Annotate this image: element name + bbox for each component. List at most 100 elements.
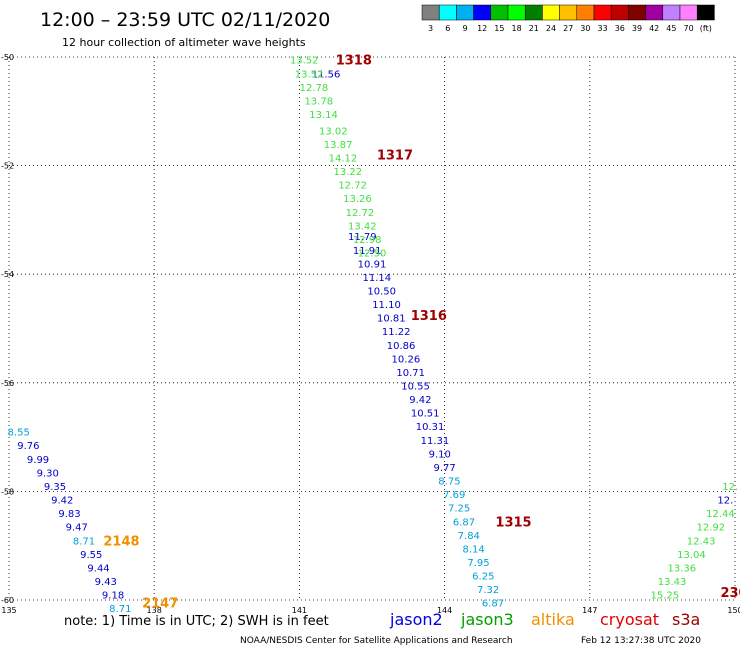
data-point-label: 9.10 — [429, 449, 451, 460]
data-point-label: 12. — [722, 482, 738, 493]
legend-swatch — [438, 4, 457, 21]
legend-swatch — [473, 4, 492, 21]
data-point-label: 7.69 — [443, 490, 465, 501]
pass-number-label: 230 — [720, 586, 740, 601]
color-legend: 3 6 9 12 15 18 21 24 27 30 33 36 39 42 45 70 (ft) — [421, 4, 715, 33]
legend-label: 33 — [598, 24, 608, 33]
data-point-label: 8.71 — [73, 536, 95, 547]
data-point-label: 9.18 — [102, 591, 124, 602]
data-point-label: 10.91 — [358, 259, 387, 270]
legend-swatch — [490, 4, 509, 21]
data-point-label: 12.43 — [687, 536, 716, 547]
footer-source: NOAA/NESDIS Center for Satellite Applica… — [240, 636, 513, 646]
data-point-label: 12.50 — [358, 248, 387, 259]
data-point-label: 11.10 — [372, 300, 401, 311]
satellite-legend: jason2 jason3 altika cryosat s3a — [389, 610, 700, 629]
x-tick-label: 150 — [727, 606, 740, 615]
legend-swatch — [421, 4, 440, 21]
footer-timestamp: Feb 12 13:27:38 UTC 2020 — [581, 636, 701, 646]
y-tick-label: -56 — [1, 379, 14, 388]
satellite-label: jason3 — [460, 610, 514, 629]
data-point-label: 13.22 — [333, 167, 362, 178]
data-point-label: 14.12 — [329, 153, 358, 164]
x-tick-label: 141 — [292, 606, 307, 615]
pass-number-label: 2147 — [142, 597, 178, 612]
data-point-label: 9.44 — [87, 563, 109, 574]
data-point-label: 10.81 — [377, 314, 406, 325]
axis-ticks: 135 138 141 144 147 150 -50 -52 -54 -56 -58 -60 — [1, 53, 740, 615]
data-point-label: 12.72 — [338, 181, 367, 192]
data-point-label: 9.83 — [58, 509, 80, 520]
data-point-label: 13.87 — [324, 140, 353, 151]
legend-label: 42 — [649, 24, 659, 33]
data-point-label: 7.25 — [448, 504, 470, 515]
legend-label: 70 — [684, 24, 694, 33]
y-tick-label: -54 — [1, 270, 14, 279]
data-point-label: 9.99 — [27, 455, 49, 466]
data-point-label: 10.50 — [367, 286, 396, 297]
data-points: 11.56 11.79 11.91 10.91 11.14 10.50 11.10 10.81… — [8, 56, 739, 615]
data-point-label: 9.55 — [80, 550, 102, 561]
legend-label: 18 — [512, 24, 522, 33]
x-tick-label: 138 — [147, 606, 162, 615]
legend-label: 12 — [477, 24, 487, 33]
legend-swatch — [696, 4, 715, 21]
data-point-label: 13.26 — [343, 194, 372, 205]
legend-swatch — [559, 4, 578, 21]
data-point-label: 9.30 — [37, 468, 59, 479]
data-point-label: 13.52 — [295, 69, 324, 80]
data-point-label: 11.31 — [421, 436, 450, 447]
legend-swatch — [679, 4, 698, 21]
x-tick-label: 144 — [437, 606, 452, 615]
data-point-label: 12.44 — [706, 509, 735, 520]
data-point-label: 9.35 — [44, 482, 66, 493]
data-point-label: 11.14 — [363, 273, 392, 284]
data-point-label: 6.87 — [453, 517, 475, 528]
legend-swatch — [524, 4, 543, 21]
data-point-label: 8.55 — [8, 428, 30, 439]
y-tick-label: -58 — [1, 487, 14, 496]
data-point-label: 11.79 — [348, 232, 377, 243]
legend-label: 45 — [666, 24, 676, 33]
y-tick-label: -50 — [1, 53, 14, 62]
data-point-label: 10.51 — [411, 409, 440, 420]
data-point-label: 8.71 — [109, 604, 131, 615]
data-point-label: 9.77 — [433, 463, 455, 474]
data-point-label: 13.43 — [658, 577, 687, 588]
legend-swatch — [610, 4, 629, 21]
data-point-label: 10.86 — [387, 341, 416, 352]
x-tick-label: 135 — [1, 606, 16, 615]
legend-label: 36 — [615, 24, 625, 33]
data-point-label: 10.55 — [401, 382, 430, 393]
legend-swatch — [662, 4, 681, 21]
data-point-label: 12. — [717, 496, 733, 507]
legend-swatch — [507, 4, 526, 21]
y-tick-label: -60 — [1, 596, 14, 605]
data-point-label: 7.32 — [477, 585, 499, 596]
legend-label: 30 — [580, 24, 590, 33]
data-point-label: 11.22 — [382, 327, 411, 338]
pass-labels: 1318 1317 1316 1315 2148 2147 230 — [103, 54, 740, 612]
pass-number-label: 2148 — [103, 534, 139, 549]
legend-label: 21 — [529, 24, 539, 33]
legend-label: 15 — [494, 24, 504, 33]
data-point-label: 13.78 — [304, 96, 333, 107]
y-tick-label: -52 — [1, 162, 14, 171]
data-point-label: 13.42 — [348, 221, 377, 232]
data-point-label: 12.92 — [696, 523, 725, 534]
x-tick-label: 147 — [582, 606, 597, 615]
data-point-label: 13.52 — [290, 56, 319, 67]
data-point-label: 9.47 — [66, 523, 88, 534]
data-point-label: 15.25 — [650, 591, 679, 602]
legend-swatch — [645, 4, 664, 21]
pass-number-label: 1315 — [495, 515, 531, 530]
data-point-label: 11.91 — [353, 246, 382, 257]
legend-label: 24 — [546, 24, 556, 33]
data-point-label: 13.04 — [677, 550, 706, 561]
chart-subtitle: 12 hour collection of altimeter wave hei… — [62, 36, 306, 49]
legend-label: 27 — [563, 24, 573, 33]
data-point-label: 13.14 — [309, 110, 338, 121]
data-point-label: 9.42 — [409, 395, 431, 406]
data-point-label: 13.36 — [667, 563, 696, 574]
